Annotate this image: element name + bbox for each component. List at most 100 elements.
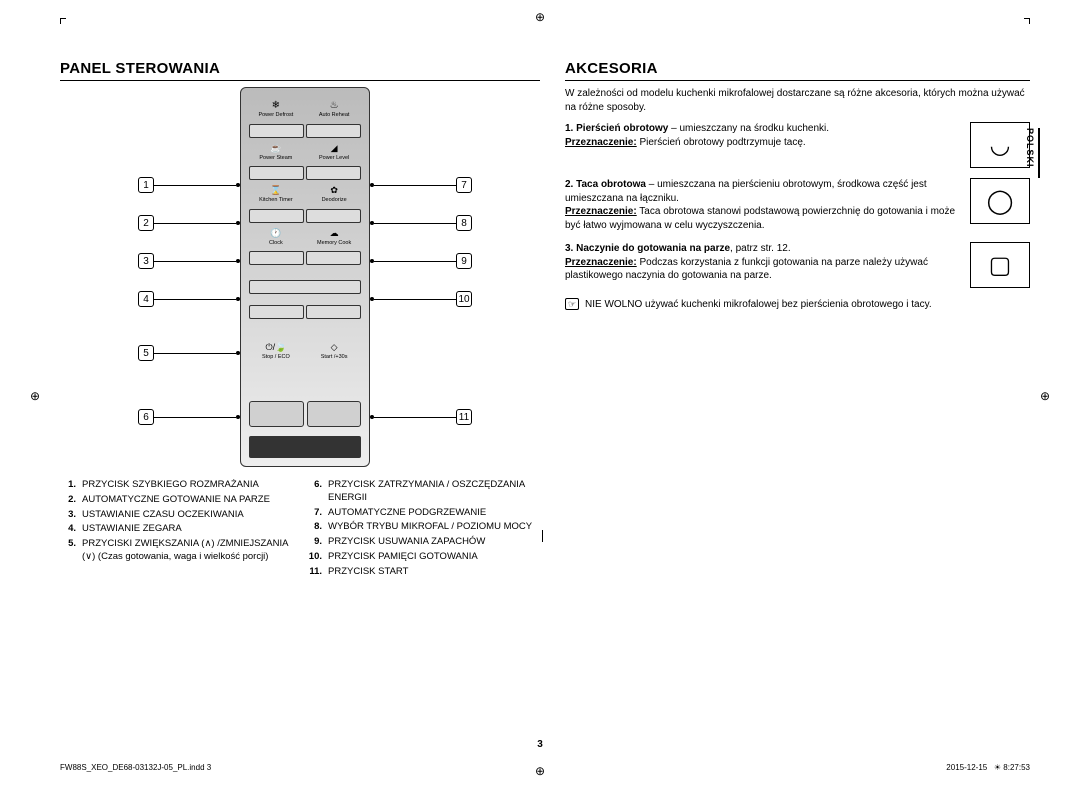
legend-text: AUTOMATYCZNE PODGRZEWANIE	[328, 507, 486, 520]
callout-10: 10	[370, 291, 472, 307]
panel-label: Power Defrost	[258, 113, 293, 119]
legend: 1. PRZYCISK SZYBKIEGO ROZMRAŻANIA 2. AUTOMA…	[60, 479, 540, 581]
legend-number: 3.	[60, 509, 76, 522]
callout-number: 6	[138, 409, 154, 425]
callout-8: 8	[370, 215, 472, 231]
accessories-intro: W zależności od modelu kuchenki mikrofal…	[565, 87, 1030, 114]
legend-item: 5.PRZYCISKI ZWIĘKSZANIA (∧) /ZMNIEJSZANI…	[60, 538, 294, 564]
panel-label: Memory Cook	[317, 241, 351, 247]
callout-2: 2	[138, 215, 240, 231]
legend-text: PRZYCISK PAMIĘCI GOTOWANIA	[328, 551, 478, 564]
footer-timestamp: 2015-12-15 ☀ 8:27:53	[946, 763, 1030, 772]
page-number: 3	[537, 739, 543, 750]
accessories-list: 1. Pierścień obrotowy – umieszczany na ś…	[565, 122, 1030, 288]
legend-item: 8. WYBÓR TRYBU MIKROFAL / POZIOMU MOCY	[306, 521, 540, 534]
callout-number: 11	[456, 409, 472, 425]
legend-text: AUTOMATYCZNE GOTOWANIE NA PARZE	[82, 494, 270, 507]
legend-text: PRZYCISKI ZWIĘKSZANIA (∧) /ZMNIEJSZANIA …	[82, 538, 294, 564]
callout-number: 9	[456, 253, 472, 269]
legend-item: 6.PRZYCISK ZATRZYMANIA / OSZCZĘDZANIA EN…	[306, 479, 540, 505]
legend-number: 11.	[306, 566, 322, 579]
legend-item: 2. AUTOMATYCZNE GOTOWANIE NA PARZE	[60, 494, 294, 507]
crop-mark-left: ⊕	[30, 389, 40, 403]
crop-mark-bottom: ⊕	[535, 764, 545, 778]
right-section-title: AKCESORIA	[565, 60, 1030, 81]
panel-label: Power Steam	[259, 156, 292, 162]
callout-number: 1	[138, 177, 154, 193]
legend-number: 9.	[306, 536, 322, 549]
callout-number: 3	[138, 253, 154, 269]
callout-number: 8	[456, 215, 472, 231]
callout-6: 6	[138, 409, 240, 425]
legend-col-left: 1. PRZYCISK SZYBKIEGO ROZMRAŻANIA 2. AUTOMA…	[60, 479, 294, 581]
legend-text: PRZYCISK ZATRZYMANIA / OSZCZĘDZANIA ENER…	[328, 479, 540, 505]
panel-label: Kitchen Timer	[259, 198, 293, 204]
legend-number: 4.	[60, 523, 76, 536]
legend-text: PRZYCISK START	[328, 566, 408, 579]
accessory-item: 3. Naczynie do gotowania na parze, patrz…	[565, 242, 1030, 288]
callout-number: 4	[138, 291, 154, 307]
language-tab: POLSKI	[1025, 128, 1040, 178]
callout-5: 5	[138, 345, 240, 361]
accessory-text: 3. Naczynie do gotowania na parze, patrz…	[565, 242, 960, 283]
callout-11: 11	[370, 409, 472, 425]
legend-number: 8.	[306, 521, 322, 534]
footer-filename: FW88S_XEO_DE68-03132J-05_PL.indd 3	[60, 763, 211, 772]
accessory-illustration: ◯	[970, 178, 1030, 224]
warning-note: ☞ NIE WOLNO używać kuchenki mikrofalowej…	[565, 298, 1030, 312]
legend-number: 10.	[306, 551, 322, 564]
accessory-item: 2. Taca obrotowa – umieszczana na pierśc…	[565, 178, 1030, 232]
accessory-item: 1. Pierścień obrotowy – umieszczany na ś…	[565, 122, 1030, 168]
accessory-text: 2. Taca obrotowa – umieszczana na pierśc…	[565, 178, 960, 232]
legend-number: 5.	[60, 538, 76, 564]
column-separator-mark	[542, 530, 543, 542]
panel-label: Stop / ECO	[262, 355, 290, 361]
callout-3: 3	[138, 253, 240, 269]
legend-item: 7. AUTOMATYCZNE PODGRZEWANIE	[306, 507, 540, 520]
panel-label: Deodorize	[322, 198, 347, 204]
content-columns: PANEL STEROWANIA ❄Power Defrost ♨Auto Re…	[60, 60, 1030, 740]
crop-mark-right: ⊕	[1040, 389, 1050, 403]
corner-mark-tr	[1024, 18, 1030, 24]
panel-label: Power Level	[319, 156, 349, 162]
left-column: PANEL STEROWANIA ❄Power Defrost ♨Auto Re…	[60, 60, 540, 740]
callout-number: 10	[456, 291, 472, 307]
legend-col-right: 6.PRZYCISK ZATRZYMANIA / OSZCZĘDZANIA EN…	[306, 479, 540, 581]
accessory-illustration: ◡	[970, 122, 1030, 168]
panel-label: Auto Reheat	[319, 113, 350, 119]
accessory-illustration: ▢	[970, 242, 1030, 288]
legend-item: 10. PRZYCISK PAMIĘCI GOTOWANIA	[306, 551, 540, 564]
corner-mark-tl	[60, 18, 66, 24]
control-panel: ❄Power Defrost ♨Auto Reheat ☕Power Steam…	[240, 87, 370, 467]
legend-number: 7.	[306, 507, 322, 520]
crop-mark-top: ⊕	[535, 10, 545, 24]
legend-text: PRZYCISK SZYBKIEGO ROZMRAŻANIA	[82, 479, 259, 492]
legend-item: 4. USTAWIANIE ZEGARA	[60, 523, 294, 536]
note-icon: ☞	[565, 298, 579, 310]
legend-text: PRZYCISK USUWANIA ZAPACHÓW	[328, 536, 485, 549]
panel-label: Clock	[269, 241, 283, 247]
legend-item: 9. PRZYCISK USUWANIA ZAPACHÓW	[306, 536, 540, 549]
callout-4: 4	[138, 291, 240, 307]
callout-1: 1	[138, 177, 240, 193]
accessory-text: 1. Pierścień obrotowy – umieszczany na ś…	[565, 122, 960, 149]
legend-number: 1.	[60, 479, 76, 492]
callout-7: 7	[370, 177, 472, 193]
callout-9: 9	[370, 253, 472, 269]
right-column: AKCESORIA W zależności od modelu kuchenk…	[565, 60, 1030, 740]
panel-label: Start /+30s	[321, 355, 348, 361]
legend-text: USTAWIANIE ZEGARA	[82, 523, 182, 536]
left-section-title: PANEL STEROWANIA	[60, 60, 540, 81]
legend-item: 1. PRZYCISK SZYBKIEGO ROZMRAŻANIA	[60, 479, 294, 492]
legend-number: 2.	[60, 494, 76, 507]
control-panel-diagram: ❄Power Defrost ♨Auto Reheat ☕Power Steam…	[60, 87, 540, 467]
callout-number: 5	[138, 345, 154, 361]
legend-text: USTAWIANIE CZASU OCZEKIWANIA	[82, 509, 244, 522]
legend-text: WYBÓR TRYBU MIKROFAL / POZIOMU MOCY	[328, 521, 532, 534]
note-text: NIE WOLNO używać kuchenki mikrofalowej b…	[585, 298, 932, 312]
legend-item: 3. USTAWIANIE CZASU OCZEKIWANIA	[60, 509, 294, 522]
callout-number: 2	[138, 215, 154, 231]
legend-item: 11. PRZYCISK START	[306, 566, 540, 579]
legend-number: 6.	[306, 479, 322, 505]
callout-number: 7	[456, 177, 472, 193]
